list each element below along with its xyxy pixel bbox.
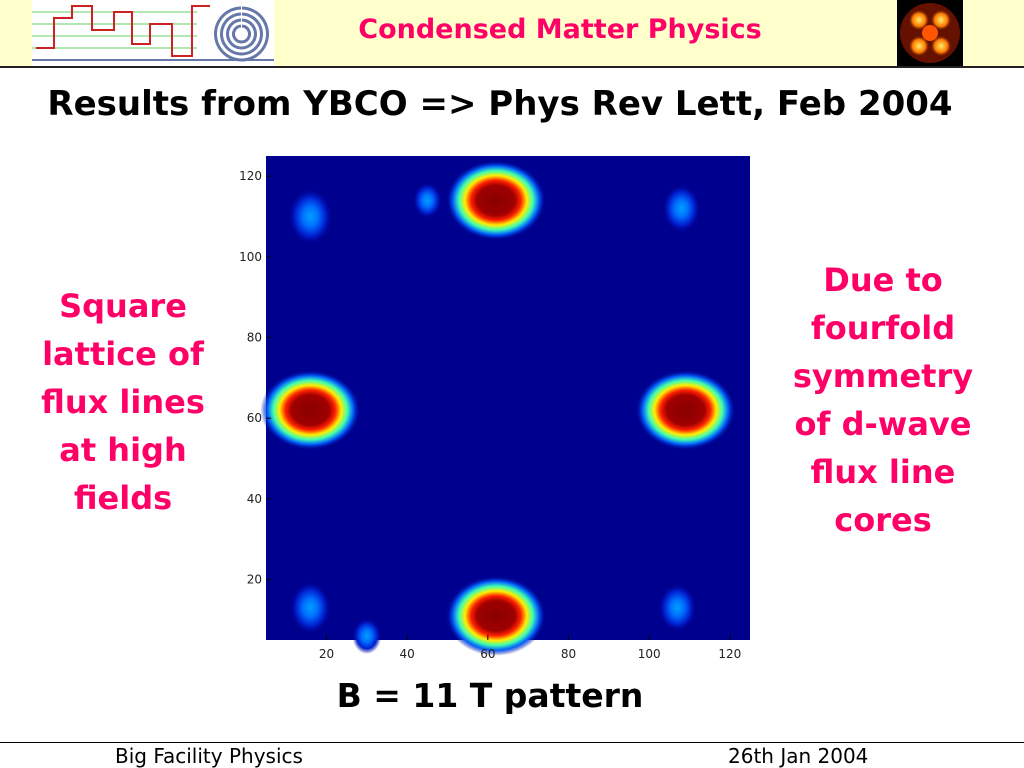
x-tick-label: 120 — [718, 647, 741, 661]
right-annotation: Due to fourfold symmetry of d-wave flux … — [772, 256, 994, 544]
flux-lattice-heatmap: 20 40 60 80 100 120 20 40 60 80 100 120 — [239, 156, 750, 661]
right-annotation-line: symmetry — [792, 357, 974, 395]
vortex-image-logo — [897, 0, 963, 66]
left-annotation-line: fields — [73, 479, 173, 517]
left-annotation-line: Square — [59, 287, 187, 325]
right-annotation-line: cores — [834, 501, 932, 539]
footer-date: 26th Jan 2004 — [728, 744, 869, 768]
right-annotation-line: flux line — [810, 453, 956, 491]
minor-peak — [662, 184, 701, 233]
left-annotation-line: lattice of — [42, 335, 204, 373]
x-tick-label: 80 — [561, 647, 576, 661]
minor-peak — [352, 617, 382, 654]
slide-header: Condensed Matter Physics — [0, 0, 1024, 68]
right-annotation-line: Due to — [823, 261, 943, 299]
header-title: Condensed Matter Physics — [358, 14, 762, 45]
flux-line-peak — [445, 575, 546, 656]
left-annotation-line: at high — [59, 431, 187, 469]
right-annotation-line: of d-wave — [794, 405, 972, 443]
waveform-logo-graphic — [32, 5, 274, 62]
y-tick-label: 20 — [247, 573, 262, 587]
x-tick-label: 40 — [400, 647, 415, 661]
y-tick-label: 100 — [239, 250, 262, 264]
y-tick-label: 40 — [247, 492, 262, 506]
figure-caption: B = 11 T pattern — [336, 676, 644, 715]
footer-divider — [0, 742, 1024, 743]
minor-peak — [412, 182, 442, 219]
footer-left: Big Facility Physics — [115, 744, 303, 768]
left-annotation: Square lattice of flux lines at high fie… — [18, 282, 228, 522]
vortex-image-graphic — [897, 0, 963, 66]
x-tick-label: 60 — [480, 647, 495, 661]
flux-line-peak — [445, 160, 546, 241]
right-annotation-line: fourfold — [810, 309, 956, 347]
slide-title: Results from YBCO => Phys Rev Lett, Feb … — [47, 84, 953, 124]
minor-peak — [289, 581, 331, 634]
x-tick-label: 20 — [319, 647, 334, 661]
y-tick-label: 80 — [247, 331, 262, 345]
y-tick-label: 120 — [239, 169, 262, 183]
flux-line-peak — [260, 370, 361, 451]
y-tick-label: 60 — [247, 411, 262, 425]
minor-peak — [658, 583, 697, 632]
waveform-logo — [32, 0, 274, 66]
x-tick-label: 100 — [638, 647, 661, 661]
flux-line-peak — [635, 370, 736, 451]
left-annotation-line: flux lines — [41, 383, 205, 421]
minor-peak — [288, 188, 333, 245]
